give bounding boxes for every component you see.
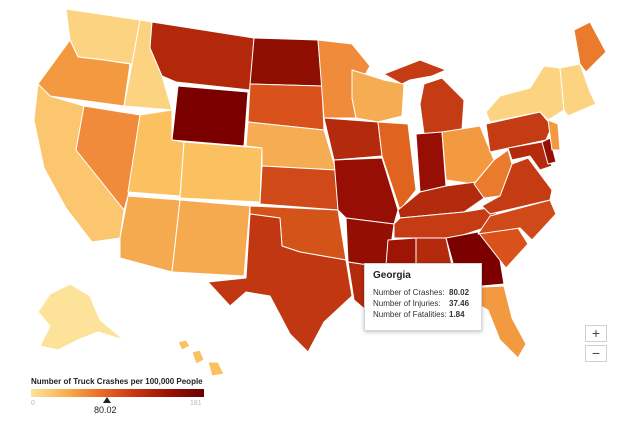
state-new-jersey[interactable] [547, 119, 561, 151]
legend-title: Number of Truck Crashes per 100,000 Peop… [31, 377, 203, 386]
tooltip-title: Georgia [373, 270, 411, 281]
legend-selected-value: 80.02 [94, 405, 117, 415]
legend-color-scale [31, 389, 204, 397]
state-montana[interactable] [149, 21, 255, 91]
state-nevada[interactable] [75, 105, 141, 211]
tooltip-row-injuries: Number of Injuries: 37.46 [373, 298, 473, 309]
state-tooltip: Georgia Number of Crashes: 80.02 Number o… [364, 263, 482, 331]
state-hawaii[interactable] [177, 339, 225, 377]
state-north-dakota[interactable] [249, 37, 323, 87]
tooltip-row-fatalities: Number of Fatalities: 1.84 [373, 309, 473, 320]
state-new-mexico[interactable] [171, 199, 251, 277]
state-maine[interactable] [573, 21, 607, 73]
state-new-england[interactable] [559, 63, 597, 117]
state-wisconsin[interactable] [351, 69, 405, 123]
tooltip-label: Number of Crashes: [373, 288, 445, 297]
tooltip-value: 80.02 [449, 288, 470, 297]
state-texas[interactable] [207, 213, 353, 353]
legend-min-label: 0 [31, 400, 35, 407]
legend-marker-icon [103, 397, 111, 403]
state-west-virginia[interactable] [473, 149, 513, 199]
tooltip-label: Number of Fatalities: [373, 310, 447, 319]
state-iowa[interactable] [323, 117, 383, 161]
state-indiana[interactable] [415, 131, 447, 193]
tooltip-value: 1.84 [449, 310, 465, 319]
state-wyoming[interactable] [171, 85, 249, 147]
state-alaska[interactable] [37, 283, 125, 351]
legend-max-label: 181 [190, 400, 202, 407]
state-arizona[interactable] [119, 195, 181, 273]
state-colorado[interactable] [179, 141, 263, 203]
zoom-out-button[interactable]: − [585, 345, 607, 362]
tooltip-value: 37.46 [449, 299, 470, 308]
state-new-york[interactable] [485, 65, 565, 123]
state-illinois[interactable] [377, 121, 417, 211]
state-kansas[interactable] [259, 165, 339, 211]
tooltip-label: Number of Injuries: [373, 299, 441, 308]
tooltip-row-crashes: Number of Crashes: 80.02 [373, 287, 473, 298]
state-delaware[interactable] [541, 137, 557, 165]
zoom-in-button[interactable]: + [585, 325, 607, 342]
